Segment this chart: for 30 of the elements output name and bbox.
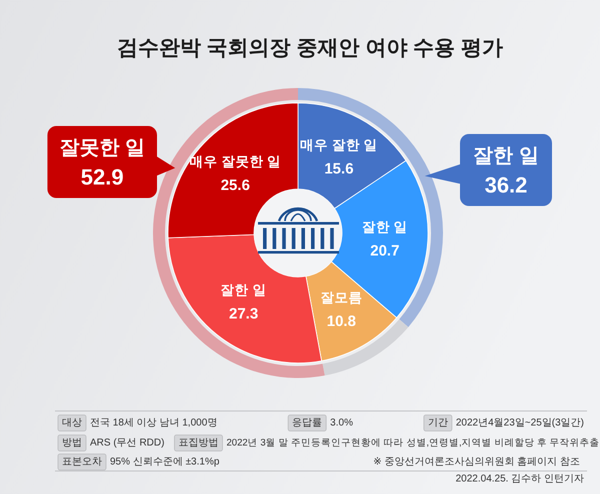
text: 2022.04.25. 김수하 인턴기자 — [456, 474, 584, 484]
tag: 대상 — [58, 414, 86, 432]
slice-label: 잘한 일 — [362, 220, 408, 235]
tag: 응답률 — [288, 414, 327, 432]
chart-title: 검수완박 국회의장 중재안 여야 수용 평가 — [116, 36, 504, 60]
slice-label: 매우 잘못한 일 — [190, 154, 282, 170]
tag: 표집방법 — [174, 434, 223, 452]
slice-label: 잘모름 — [320, 290, 362, 305]
text: 전국 18세 이상 남녀 1,000명 — [90, 418, 218, 428]
text: ※ 중앙선거여론조사심의위원회 홈페이지 참조 — [373, 456, 580, 468]
data-label: 36.2 — [484, 172, 528, 198]
slice-label: 잘한 일 — [473, 145, 539, 167]
data-label: 25.6 — [220, 177, 250, 194]
tag: 기간 — [423, 414, 452, 432]
data-label: 10.8 — [326, 312, 356, 330]
tag: 방법 — [58, 434, 86, 452]
text: 2022년 3월 말 주민등록인구현황에 따라 성별,연령별,지역별 비례할당 후 무작위추출 — [226, 438, 600, 448]
data-label: 20.7 — [370, 242, 400, 260]
tag: 표본오차 — [58, 454, 106, 470]
text: 3.0% — [330, 418, 354, 428]
text: 2022년4월23일~25일(3일간) — [456, 418, 584, 428]
donut-slice — [298, 88, 443, 328]
slice-label: 매우 잘한 일 — [300, 138, 378, 153]
text: ARS (무선 RDD) — [90, 438, 164, 448]
data-label: 52.9 — [80, 164, 124, 190]
slice-label: 잘한 일 — [220, 282, 266, 298]
data-label: 27.3 — [229, 305, 258, 322]
data-label: 15.6 — [324, 160, 354, 178]
text: 95% 신뢰수준에 ±3.1%p — [110, 456, 220, 468]
slice-label: 잘못한 일 — [59, 137, 145, 159]
